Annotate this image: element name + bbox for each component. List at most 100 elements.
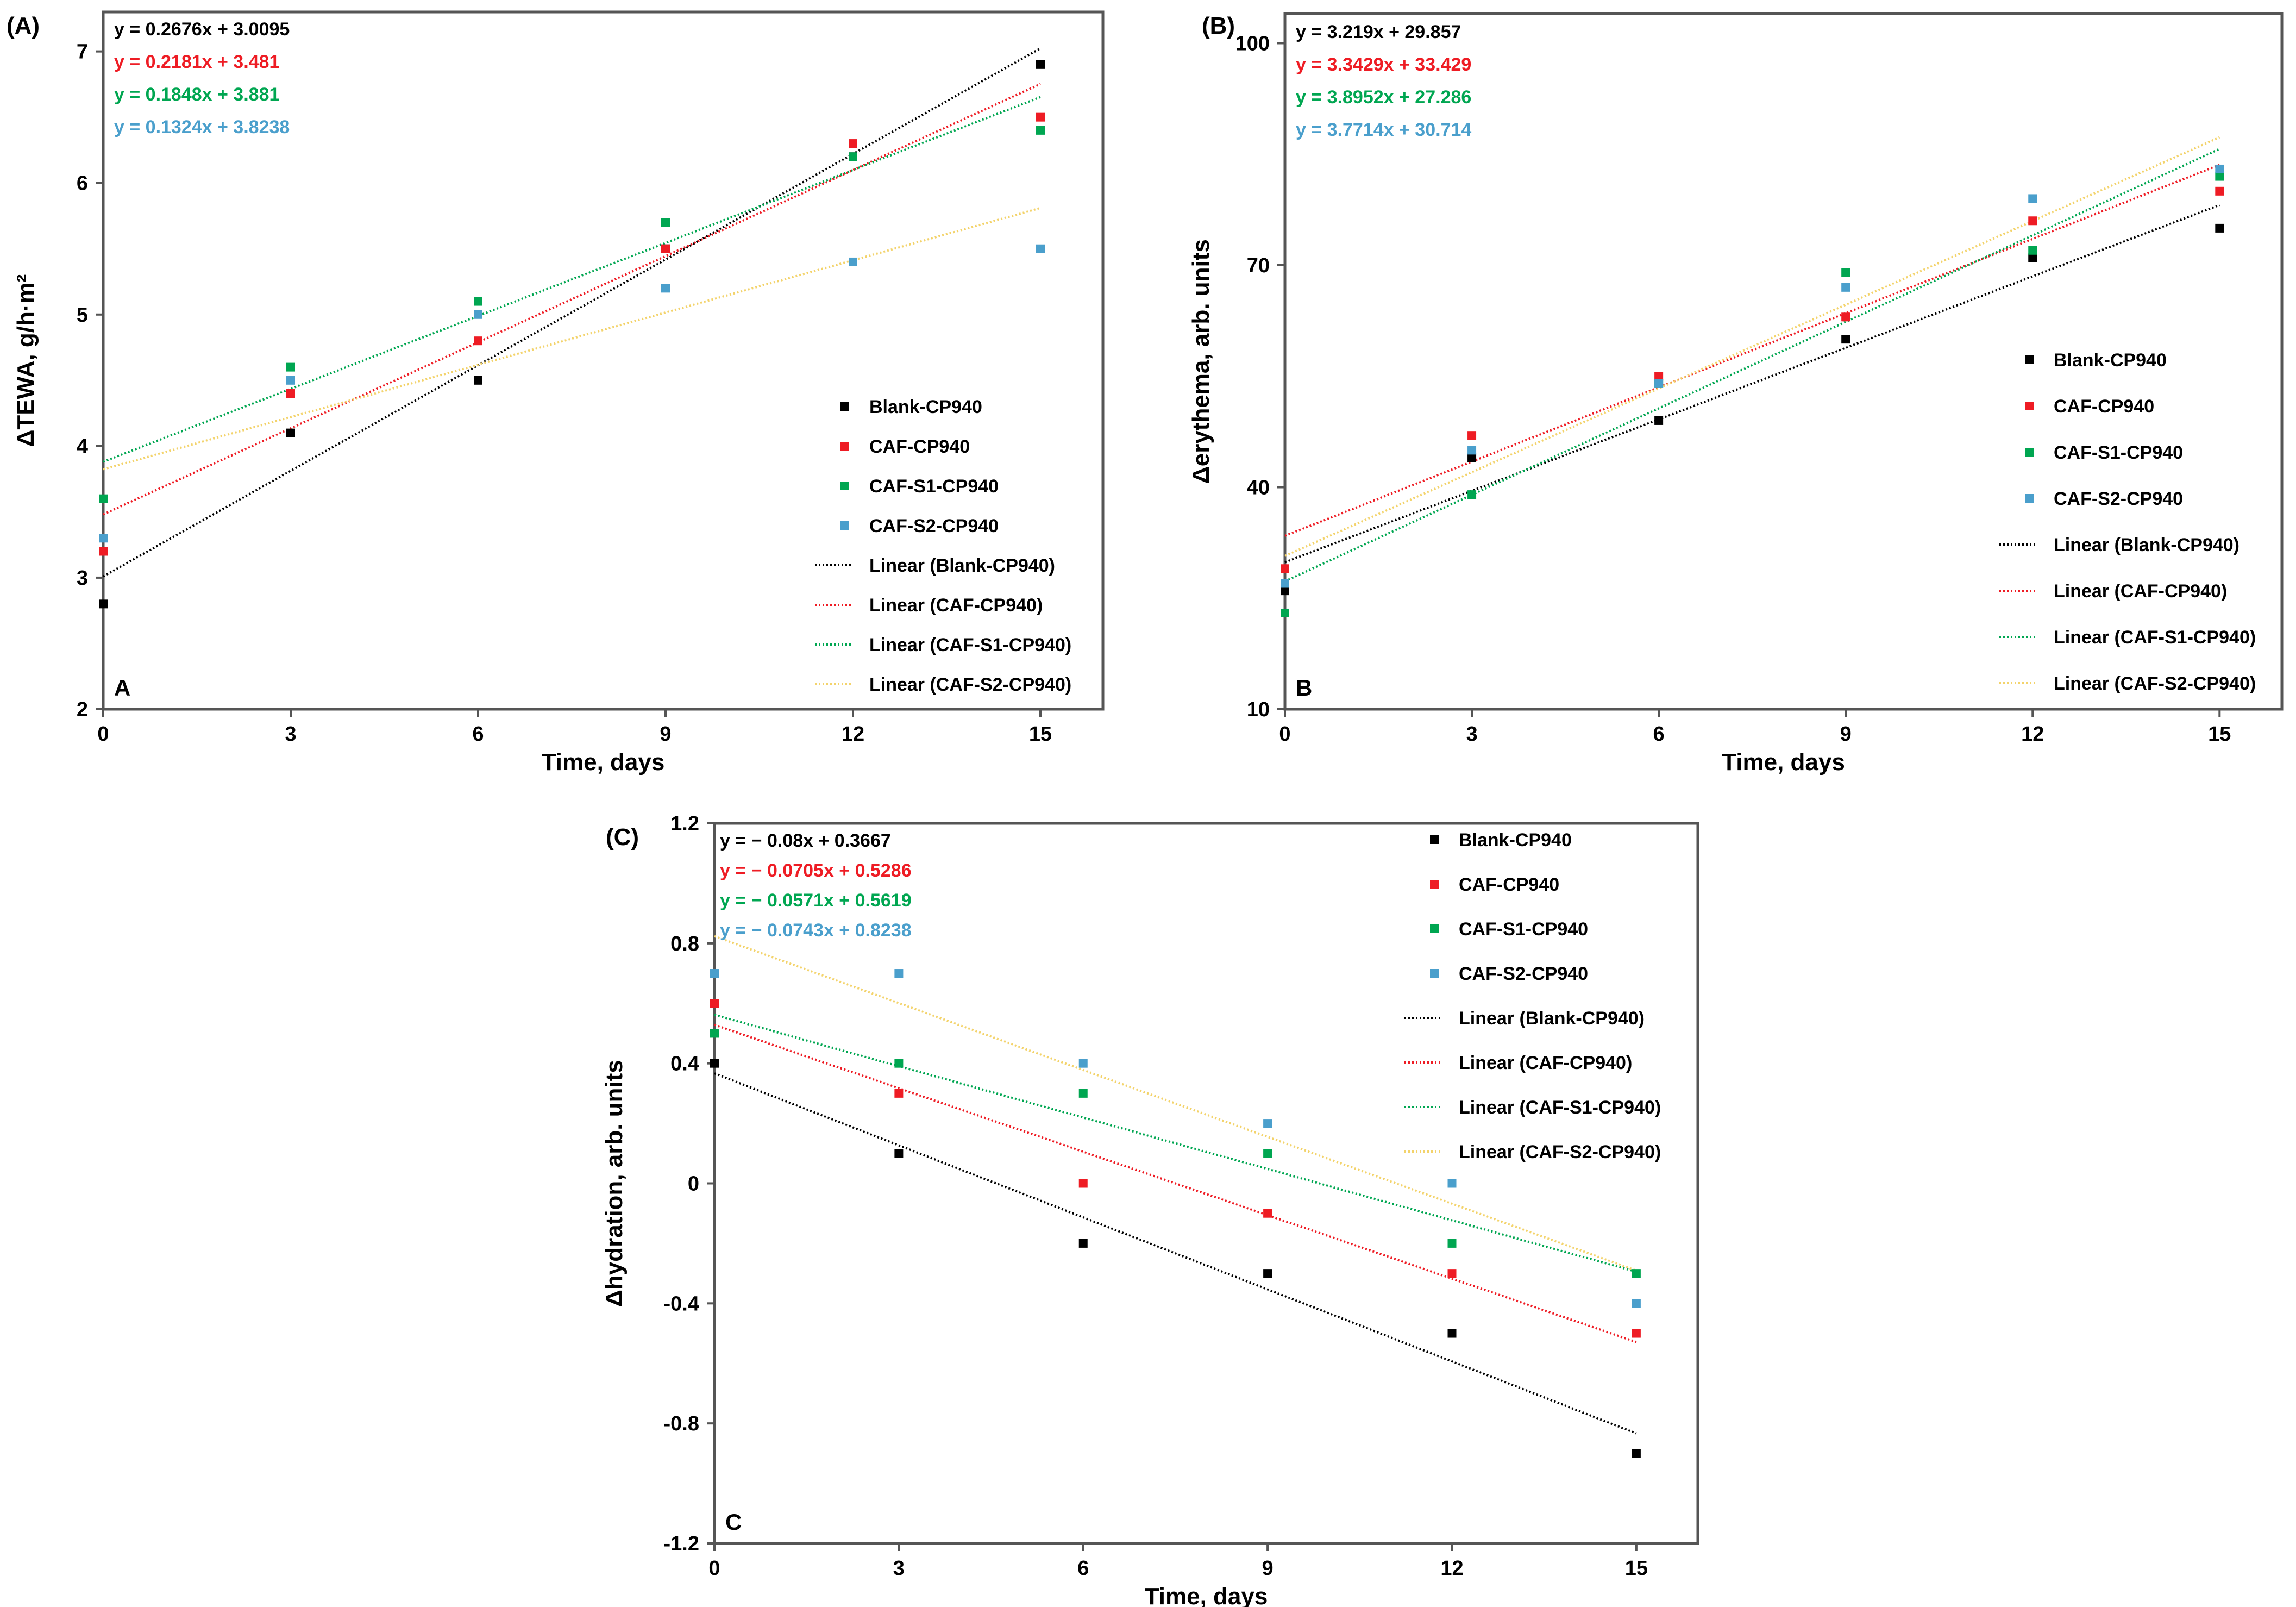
x-tick-label-a: 6 — [472, 723, 484, 746]
legend-marker-a-2 — [840, 482, 849, 490]
marker-b-s0-p5 — [2215, 223, 2224, 233]
x-tick-label-c: 3 — [893, 1557, 905, 1580]
x-tick-label-c: 0 — [708, 1557, 720, 1580]
panel-label-b: (B) — [1202, 12, 1235, 39]
legend-label-b-3: CAF-S2-CP940 — [2054, 489, 2183, 509]
marker-b-s0-p3 — [1841, 335, 1850, 344]
y-tick-label-c: 0 — [688, 1173, 699, 1196]
legend-marker-c-1 — [1430, 880, 1439, 889]
x-tick-label-b: 15 — [2208, 723, 2231, 746]
legend-marker-a-1 — [840, 442, 849, 451]
chart-c: (C) -1.2 -0.8 -0.4 0 0.4 0.8 1.2 0 3 6 9 12 15 Time, d… — [601, 812, 1699, 1607]
y-tick-label-b: 40 — [1247, 476, 1270, 499]
legend-label-a-7: Linear (CAF-S2-CP940) — [869, 674, 1071, 695]
equation-a-2: y = 0.1848x + 3.881 — [114, 84, 279, 105]
marker-b-s1-p4 — [2028, 216, 2037, 226]
equation-b-2: y = 3.8952x + 27.286 — [1296, 87, 1471, 108]
legend-label-b-0: Blank-CP940 — [2054, 350, 2167, 371]
x-tick-label-b: 3 — [1466, 723, 1477, 746]
x-axis-title-a: Time, days — [542, 749, 665, 776]
y-tick-label-b: 10 — [1247, 698, 1270, 721]
marker-b-s1-p3 — [1841, 312, 1850, 322]
marker-c-s2-p3 — [1263, 1149, 1272, 1158]
marker-b-s0-p2 — [1654, 416, 1664, 425]
marker-a-s2-p4 — [849, 152, 857, 161]
y-axis-title-a: ΔTEWA, g/h·m² — [12, 274, 39, 447]
marker-b-s1-p5 — [2215, 186, 2224, 196]
legend-marker-b-2 — [2025, 448, 2034, 457]
legend-marker-b-1 — [2025, 402, 2034, 410]
x-axis-title-b: Time, days — [1722, 749, 1845, 776]
legend-label-a-5: Linear (CAF-CP940) — [869, 595, 1043, 616]
x-tick-label-a: 15 — [1029, 723, 1052, 746]
marker-c-s3-p3 — [1263, 1119, 1272, 1128]
legend-marker-a-0 — [840, 402, 849, 411]
legend-marker-b-3 — [2025, 494, 2034, 503]
y-tick-label-a: 7 — [77, 41, 88, 64]
x-tick-label-b: 0 — [1279, 723, 1290, 746]
legend-label-b-1: CAF-CP940 — [2054, 396, 2154, 417]
marker-a-s2-p5 — [1036, 126, 1045, 135]
y-tick-label-c: 0.8 — [670, 933, 699, 955]
legend-label-c-4: Linear (Blank-CP940) — [1459, 1008, 1645, 1029]
marker-a-s0-p1 — [286, 428, 295, 437]
corner-label-a: A — [114, 675, 130, 701]
y-tick-label-c: -1.2 — [664, 1533, 699, 1555]
legend-marker-c-0 — [1430, 835, 1439, 844]
marker-c-s0-p0 — [710, 1059, 719, 1068]
marker-c-s3-p1 — [894, 969, 904, 978]
marker-a-s3-p0 — [99, 534, 108, 543]
trendline-b-1 — [1284, 164, 2220, 537]
marker-a-s0-p5 — [1036, 60, 1045, 69]
y-tick-label-b: 100 — [1235, 32, 1270, 55]
x-tick-label-b: 6 — [1653, 723, 1665, 746]
x-tick-label-c: 9 — [1262, 1557, 1274, 1580]
y-tick-label-a: 2 — [77, 698, 88, 721]
equation-b-0: y = 3.219x + 29.857 — [1296, 22, 1461, 42]
trendline-c-1 — [714, 1023, 1637, 1343]
marker-c-s1-p3 — [1263, 1209, 1272, 1218]
legend-label-c-1: CAF-CP940 — [1459, 874, 1559, 895]
trendline-b-0 — [1284, 204, 2220, 564]
corner-label-b: B — [1296, 675, 1312, 701]
marker-c-s2-p4 — [1447, 1239, 1457, 1248]
marker-b-s0-p1 — [1467, 453, 1477, 462]
marker-a-s3-p2 — [474, 310, 482, 319]
y-tick-label-a: 6 — [77, 172, 88, 195]
marker-b-s3-p2 — [1654, 379, 1664, 388]
y-tick-label-a: 5 — [77, 304, 88, 327]
marker-c-s2-p1 — [894, 1059, 904, 1068]
marker-c-s3-p4 — [1447, 1179, 1457, 1188]
marker-a-s1-p2 — [474, 336, 482, 346]
marker-b-s2-p1 — [1467, 490, 1477, 499]
y-tick-label-a: 3 — [77, 567, 88, 590]
marker-a-s3-p1 — [286, 376, 295, 385]
legend-label-a-3: CAF-S2-CP940 — [869, 516, 999, 536]
trendline-b-3 — [1284, 136, 2220, 557]
trendline-a-0 — [103, 47, 1041, 578]
panel-label-c: (C) — [606, 824, 639, 851]
x-tick-label-a: 0 — [97, 723, 109, 746]
equation-a-0: y = 0.2676x + 3.0095 — [114, 19, 290, 40]
trendline-a-3 — [103, 207, 1041, 471]
marker-c-s2-p0 — [710, 1029, 719, 1038]
legend-label-b-2: CAF-S1-CP940 — [2054, 442, 2183, 463]
marker-c-s1-p4 — [1447, 1269, 1457, 1278]
x-tick-label-c: 12 — [1440, 1557, 1463, 1580]
legend-label-c-2: CAF-S1-CP940 — [1459, 919, 1588, 940]
y-tick-label-b: 70 — [1247, 254, 1270, 277]
legend-label-a-4: Linear (Blank-CP940) — [869, 555, 1055, 576]
x-tick-label-c: 6 — [1077, 1557, 1089, 1580]
marker-c-s1-p2 — [1078, 1179, 1088, 1188]
marker-a-s0-p0 — [99, 599, 108, 609]
legend-marker-b-0 — [2025, 355, 2034, 364]
marker-b-s3-p4 — [2028, 194, 2037, 203]
marker-b-s3-p0 — [1281, 579, 1289, 588]
marker-a-s3-p5 — [1036, 244, 1045, 253]
trendline-b-2 — [1284, 148, 2220, 583]
legend-label-a-0: Blank-CP940 — [869, 397, 982, 417]
marker-a-s3-p3 — [661, 284, 670, 293]
legend-label-c-6: Linear (CAF-S1-CP940) — [1459, 1097, 1661, 1118]
marker-a-s1-p4 — [849, 139, 857, 148]
